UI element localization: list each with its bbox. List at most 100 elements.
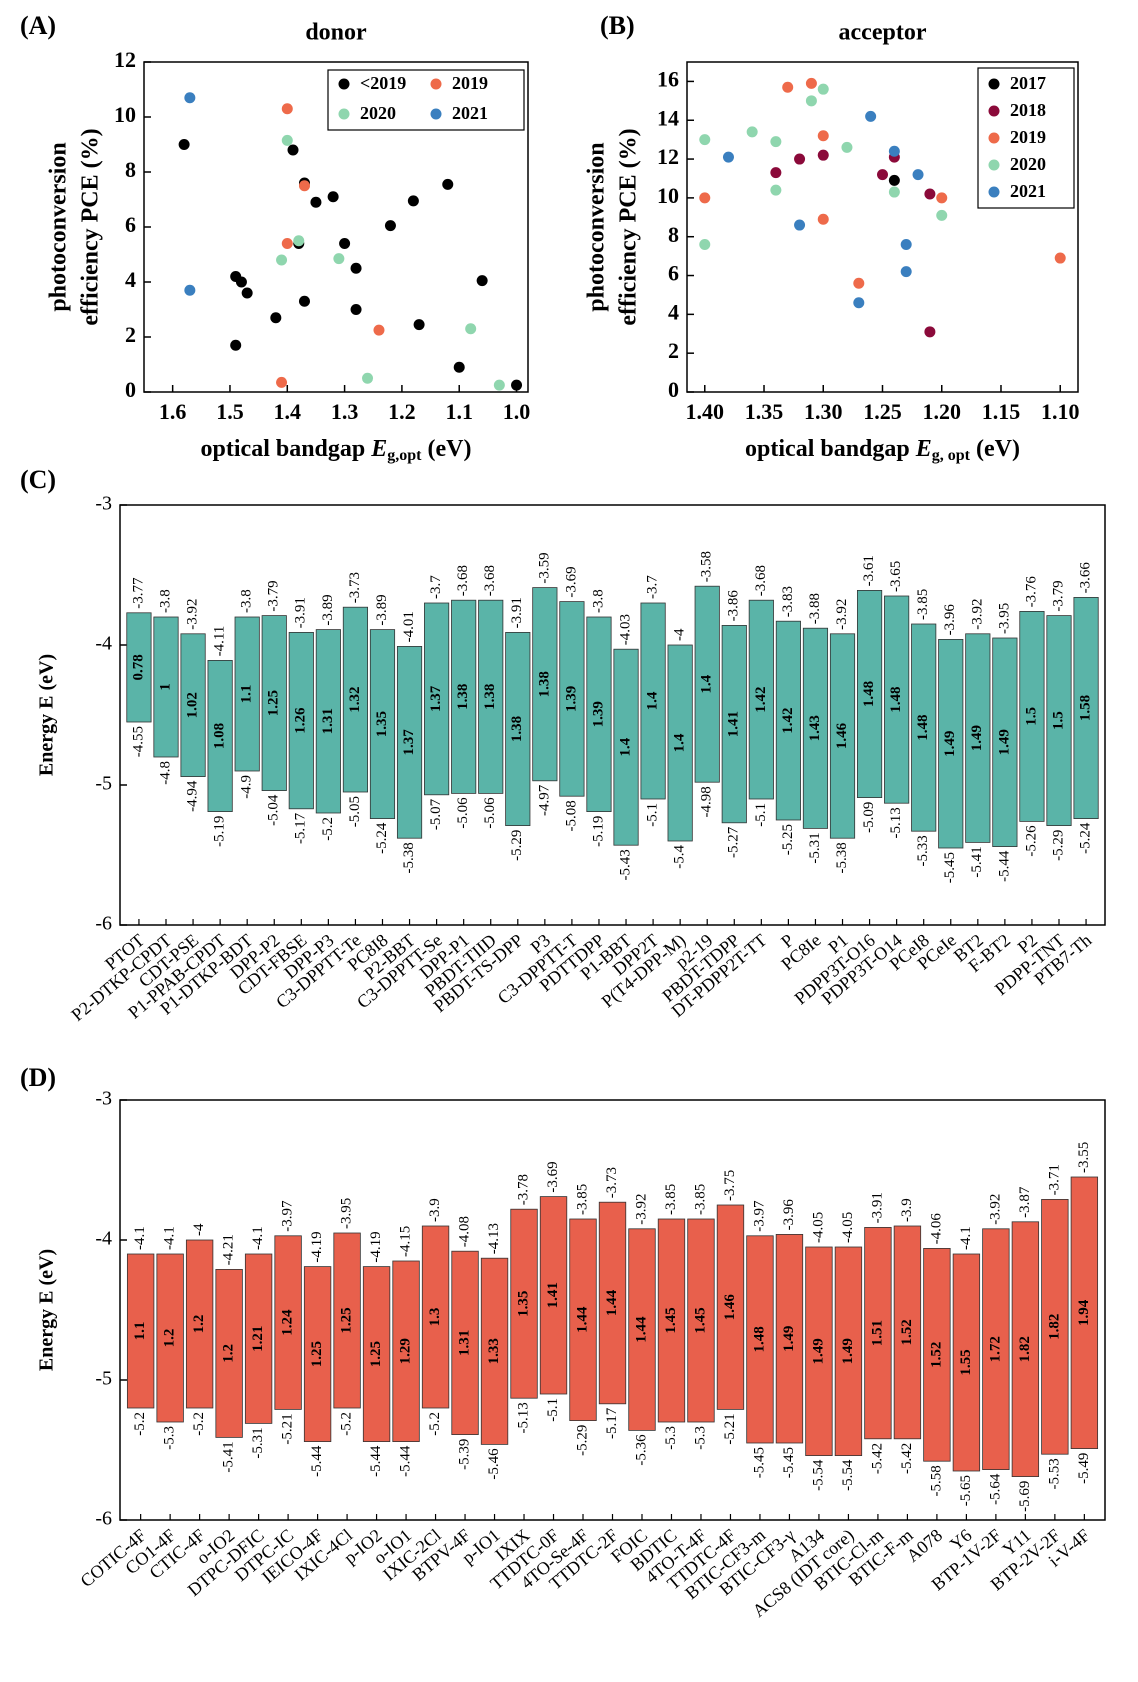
- data-point-2019: [805, 77, 817, 89]
- x-label-symbol: E: [370, 436, 387, 462]
- bar-top-label: -3.96: [781, 1199, 797, 1231]
- data-point-2019: [936, 192, 948, 204]
- bar: [893, 1225, 922, 1440]
- bar-top-label: -4.19: [368, 1231, 384, 1262]
- bar-top-label: -3.68: [455, 565, 471, 596]
- x-label-symbol: E: [915, 436, 932, 462]
- chart-title: acceptor: [839, 20, 927, 46]
- x-label-text: optical bandgap: [745, 436, 916, 462]
- data-point-<2019: [178, 139, 190, 150]
- bar-gap-label: 1.26: [293, 707, 309, 734]
- data-point-<2019: [350, 262, 362, 274]
- legend-label: 2020: [360, 103, 396, 123]
- bar: [965, 633, 991, 843]
- bar-top-label: -3.91: [293, 597, 309, 628]
- legend-label: <2019: [360, 73, 406, 93]
- bar-top-label: -3.59: [536, 552, 552, 583]
- bar: [480, 1257, 509, 1445]
- category-label: A078: [903, 1525, 946, 1566]
- bar-gap-label: 1.41: [545, 1282, 561, 1308]
- bar: [911, 623, 937, 832]
- bar: [315, 629, 341, 814]
- bar-top-label: -3.97: [751, 1200, 767, 1232]
- bar-bottom-label: -5.4: [672, 845, 688, 869]
- bar-top-label: -3.97: [280, 1200, 296, 1232]
- data-point-2019: [298, 180, 310, 192]
- bar-top-label: -3.69: [563, 566, 579, 597]
- y-tick-label: -6: [95, 913, 112, 935]
- data-point-2020: [770, 184, 782, 196]
- bar-gap-label: 1.44: [633, 1316, 649, 1343]
- bar: [1046, 615, 1072, 826]
- bar-bottom-label: -5.17: [293, 812, 309, 844]
- bar-top-label: -3.88: [807, 593, 823, 624]
- x-label-unit: (eV): [422, 436, 472, 462]
- x-label-unit: (eV): [970, 436, 1020, 462]
- bar: [687, 1218, 715, 1423]
- bar-top-label: -4.1: [162, 1226, 178, 1250]
- bar-gap-label: 1.49: [781, 1326, 797, 1352]
- bar: [775, 620, 801, 821]
- data-point-<2019: [287, 144, 299, 156]
- bar: [510, 1208, 538, 1399]
- bar-gap-label: 1.25: [339, 1307, 355, 1333]
- bar-gap-label: 1.31: [320, 708, 336, 734]
- bar-gap-label: 1.49: [969, 725, 985, 751]
- bar: [126, 1253, 155, 1409]
- x-tick-label: 1.25: [863, 399, 902, 424]
- bar-top-label: -3.8: [590, 589, 606, 613]
- data-point-2020: [699, 134, 711, 146]
- bar-bottom-label: -4.9: [239, 775, 255, 799]
- bar-top-label: -3.92: [987, 1194, 1003, 1225]
- bar-bottom-label: -4.94: [185, 780, 201, 812]
- bar: [185, 1239, 214, 1409]
- legend-marker: [338, 108, 350, 120]
- bar: [569, 1218, 597, 1422]
- data-point-2021: [853, 297, 865, 309]
- x-tick-label: 1.15: [982, 399, 1021, 424]
- bar-bottom-label: -5.43: [617, 849, 633, 880]
- bar-bottom-label: -5.2: [339, 1412, 355, 1436]
- x-tick-label: 1.35: [745, 399, 784, 424]
- data-point-2019: [853, 277, 865, 289]
- bar: [274, 1235, 302, 1410]
- bar-bottom-label: -5.19: [590, 816, 606, 847]
- data-point-2018: [770, 167, 782, 179]
- bar-bottom-label: -5.46: [486, 1448, 502, 1480]
- bar-bottom-label: -5.44: [996, 850, 1012, 882]
- bar-bottom-label: -5.27: [726, 826, 742, 858]
- bar-bottom-label: -5.29: [574, 1425, 590, 1456]
- bar-top-label: -3.55: [1076, 1142, 1092, 1173]
- bar-bottom-label: -5.08: [563, 800, 579, 831]
- y-tick-label: -5: [95, 773, 112, 795]
- legend-label: 2021: [1010, 181, 1046, 201]
- bar-gap-label: 1.25: [266, 690, 282, 716]
- bar: [478, 599, 504, 794]
- x-tick-label: 1.4: [274, 399, 302, 424]
- data-point-2020: [936, 209, 948, 221]
- bar-gap-label: 1.44: [574, 1306, 590, 1333]
- bar-bottom-label: -5.44: [368, 1445, 384, 1477]
- bar-top-label: -3.87: [1017, 1186, 1033, 1218]
- bar-bottom-label: -5.05: [347, 796, 363, 827]
- bar: [746, 1235, 774, 1444]
- bar-top-label: -3.8: [239, 589, 255, 613]
- bar: [532, 587, 558, 782]
- bar: [261, 615, 287, 791]
- legend-marker: [988, 78, 1000, 90]
- bar: [1011, 1221, 1040, 1478]
- bar-top-label: -3.9: [899, 1198, 915, 1222]
- bar: [421, 1225, 450, 1409]
- bar-bottom-label: -5.31: [250, 1427, 266, 1458]
- bar: [802, 627, 829, 829]
- bar: [923, 1248, 951, 1462]
- bar-gap-label: 1.39: [590, 701, 606, 727]
- data-point-2021: [900, 238, 912, 250]
- data-point-<2019: [384, 220, 396, 232]
- bar-top-label: -3.68: [482, 565, 498, 596]
- data-point-<2019: [407, 195, 419, 207]
- bar-top-label: -3.68: [753, 565, 769, 596]
- bar-top-label: -3.78: [515, 1174, 531, 1205]
- bar-top-label: -3.92: [834, 599, 850, 630]
- data-point-2018: [924, 326, 936, 338]
